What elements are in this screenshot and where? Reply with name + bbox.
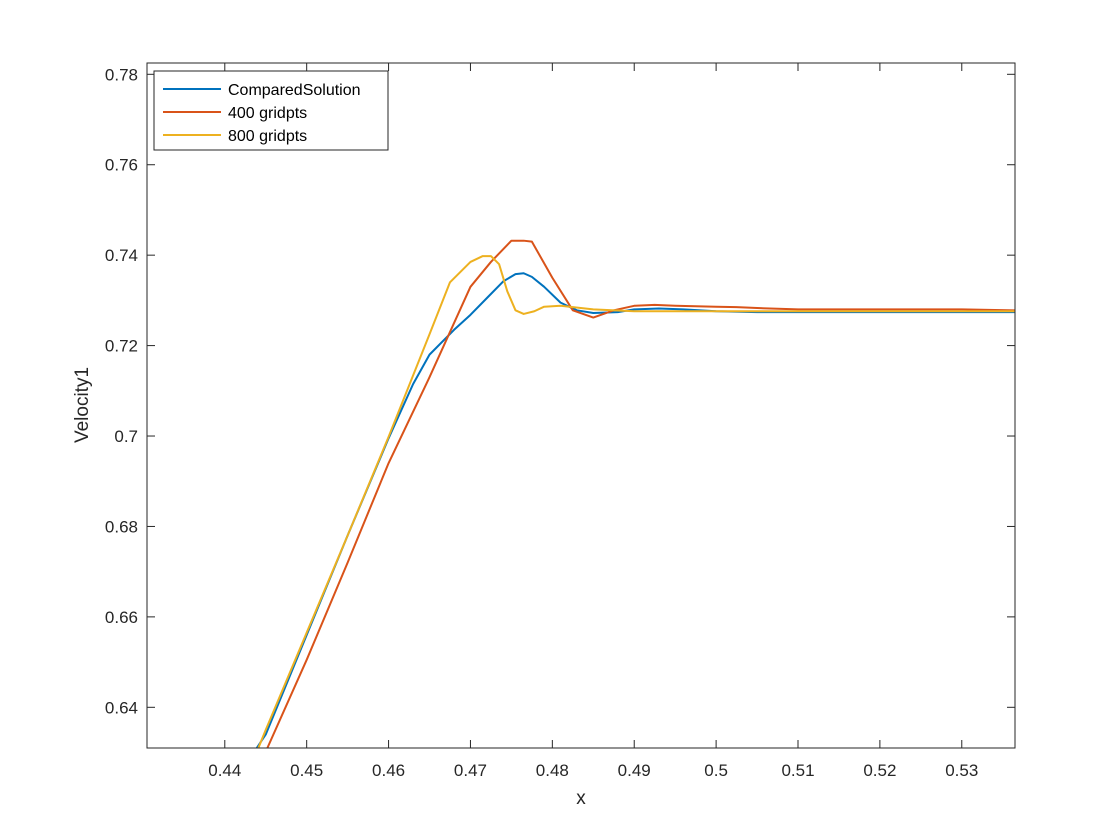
legend-box [153, 70, 389, 151]
y-tick-label: 0.78 [105, 65, 138, 84]
series-line-3 [257, 255, 1015, 748]
y-tick-label: 0.72 [105, 337, 138, 356]
y-tick-label: 0.66 [105, 608, 138, 627]
x-tick-label: 0.51 [781, 761, 814, 780]
plot-border [146, 62, 1016, 749]
x-axis-label: x [576, 788, 586, 809]
legend-label: 800 gridpts [228, 128, 307, 145]
x-tick-label: 0.47 [454, 761, 487, 780]
y-tick-label: 0.74 [105, 246, 138, 265]
tick-layer: 0.44 0.45 0.46 0.47 0.48 0.49 0.5 0.51 0.52 0.53 0… [105, 63, 1015, 780]
series-layer [255, 239, 1015, 748]
x-tick-label: 0.53 [945, 761, 978, 780]
x-tick-label: 0.44 [208, 761, 241, 780]
y-tick-label: 0.76 [105, 156, 138, 175]
y-tick-label: 0.64 [105, 698, 138, 717]
x-tick-label: 0.52 [863, 761, 896, 780]
x-tick-label: 0.48 [536, 761, 569, 780]
plot-area [147, 63, 1015, 748]
legend: ComparedSolution 400 gridpts 800 gridpts [153, 70, 389, 151]
series-line-2 [266, 239, 1015, 748]
y-tick-label: 0.68 [105, 517, 138, 536]
x-tick-label: 0.5 [704, 761, 728, 780]
y-tick-label: 0.7 [114, 427, 138, 446]
x-tick-label: 0.45 [290, 761, 323, 780]
x-tick-label: 0.46 [372, 761, 405, 780]
legend-label: ComparedSolution [228, 82, 361, 99]
x-tick-label: 0.49 [618, 761, 651, 780]
y-axis-label: Velocity1 [72, 367, 93, 443]
legend-label: 400 gridpts [228, 105, 307, 122]
